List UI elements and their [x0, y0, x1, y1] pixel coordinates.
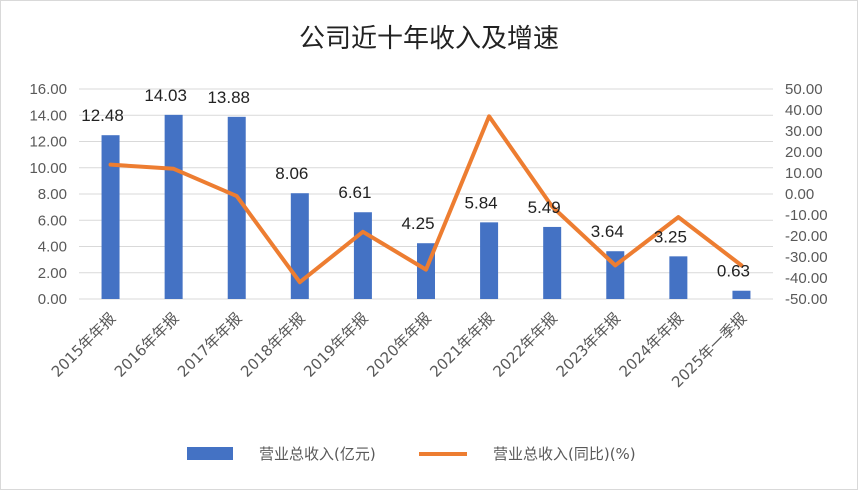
x-tick-label: 2015年年报: [48, 309, 120, 381]
y-axis-left: 0.00 2.00 4.00 6.00 8.00 10.00 12.00 14.00 16.00: [29, 81, 67, 308]
y-left-tick-label: 0.00: [38, 291, 67, 308]
y-right-tick-label: -40.00: [785, 270, 828, 287]
y-right-tick-label: 0.00: [785, 186, 814, 203]
x-tick-label: 2018年年报: [237, 309, 309, 381]
bar: [164, 114, 183, 299]
y-right-tick-label: -10.00: [785, 207, 828, 224]
bar-data-label: 13.88: [207, 88, 250, 107]
y-left-tick-label: 8.00: [38, 186, 67, 203]
bar: [227, 116, 246, 299]
y-left-tick-label: 16.00: [29, 81, 67, 98]
bar: [353, 212, 372, 299]
x-tick-label: 2022年年报: [489, 309, 561, 381]
x-tick-label: 2019年年报: [300, 309, 372, 381]
y-left-tick-label: 10.00: [29, 160, 67, 177]
y-right-tick-label: -30.00: [785, 249, 828, 266]
y-left-tick-label: 4.00: [38, 239, 67, 256]
legend-swatch-bar: [187, 447, 233, 460]
y-right-tick-label: 30.00: [785, 123, 823, 140]
x-axis: 2015年年报2016年年报2017年年报2018年年报2019年年报2020年…: [48, 309, 750, 391]
y-axis-right: -50.00 -40.00 -30.00 -20.00 -10.00 0.00 10.00 2…: [785, 81, 828, 308]
bar: [101, 135, 120, 299]
bar-data-label: 3.64: [591, 222, 624, 241]
x-tick-label: 2020年年报: [363, 309, 435, 381]
bar: [480, 222, 499, 299]
bar: [669, 256, 688, 299]
legend-label-line: 营业总收入(同比)(%): [493, 445, 636, 463]
y-left-tick-label: 12.00: [29, 134, 67, 151]
bar-data-label: 0.63: [717, 262, 750, 281]
y-right-tick-label: 50.00: [785, 81, 823, 98]
bar-data-label: 5.84: [465, 193, 498, 212]
bar-data-label: 4.25: [401, 214, 434, 233]
legend: 营业总收入(亿元) 营业总收入(同比)(%): [187, 445, 636, 463]
y-right-tick-label: -50.00: [785, 291, 828, 308]
bar-data-label: 5.49: [528, 198, 561, 217]
y-right-tick-label: -20.00: [785, 228, 828, 245]
bar-data-label: 12.48: [81, 106, 124, 125]
data-labels: 12.48 14.03 13.88 8.06 6.61 4.25 5.84 5.49 3.64 3…: [81, 86, 750, 281]
y-left-tick-label: 6.00: [38, 212, 67, 229]
y-right-tick-label: 10.00: [785, 165, 823, 182]
y-right-tick-label: 20.00: [785, 144, 823, 161]
bar-data-label: 14.03: [144, 86, 187, 105]
x-tick-label: 2021年年报: [426, 309, 498, 381]
bar: [290, 193, 309, 299]
bar-data-label: 6.61: [338, 183, 371, 202]
chart-title: 公司近十年收入及增速: [299, 24, 559, 54]
y-right-tick-label: 40.00: [785, 102, 823, 119]
line-series: [108, 114, 744, 285]
x-tick-label: 2016年年报: [111, 309, 183, 381]
bar: [543, 226, 562, 299]
x-tick-label: 2023年年报: [553, 309, 625, 381]
bar-data-label: 3.25: [654, 227, 687, 246]
legend-label-bar: 营业总收入(亿元): [259, 445, 376, 463]
bar: [732, 290, 751, 299]
gridlines: [79, 88, 773, 300]
y-left-tick-label: 2.00: [38, 265, 67, 282]
bar-data-label: 8.06: [275, 164, 308, 183]
y-left-tick-label: 14.00: [29, 107, 67, 124]
x-tick-label: 2017年年报: [174, 309, 246, 381]
